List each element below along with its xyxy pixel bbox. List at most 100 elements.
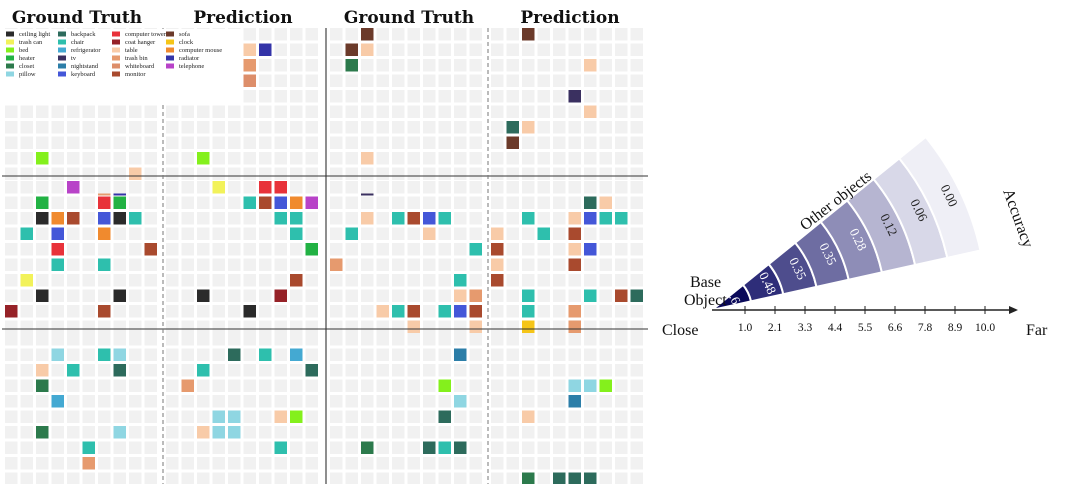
object-cell-backpack (113, 364, 126, 377)
grid-cell (129, 136, 142, 149)
grid-cell (243, 426, 256, 439)
grid-cell (423, 196, 436, 209)
grid-cell (144, 181, 157, 194)
grid-cell (361, 90, 374, 103)
grid-cell (290, 305, 303, 318)
legend-swatch (166, 55, 174, 61)
grid-cell (553, 167, 566, 180)
grid-cell (290, 289, 303, 302)
legend-label: whiteboard (125, 63, 155, 70)
grid-cell (259, 136, 272, 149)
grid-cell (438, 181, 451, 194)
object-cell-backpack (228, 348, 241, 361)
grid-cell (20, 181, 33, 194)
grid-cell (407, 152, 420, 165)
grid-cell (144, 395, 157, 408)
grid-cell (454, 457, 467, 470)
grid-cell (630, 136, 643, 149)
grid-cell (228, 121, 241, 134)
grid-cell (20, 243, 33, 256)
grid-cell (181, 348, 194, 361)
grid-cell (599, 74, 612, 87)
grid-cell (522, 395, 535, 408)
grid-cell (584, 457, 597, 470)
object-cell-monitor (615, 289, 628, 302)
grid-cell (144, 379, 157, 392)
grid-cell (454, 90, 467, 103)
grid-cell (584, 152, 597, 165)
grid-cell (506, 289, 519, 302)
grid-cell (537, 289, 550, 302)
grid-cell (228, 136, 241, 149)
grid-cell (113, 227, 126, 240)
grid-cell (392, 379, 405, 392)
legend-label: trash bin (125, 55, 148, 62)
legend-label: radiator (179, 55, 200, 62)
grid-cell (345, 28, 358, 41)
grid-cell (584, 121, 597, 134)
grid-cell (630, 212, 643, 225)
grid-cell (392, 333, 405, 346)
grid-cell (491, 43, 504, 56)
grid-cell (20, 348, 33, 361)
grid-cell (82, 243, 95, 256)
grid-cell (630, 410, 643, 423)
grid-cell (376, 136, 389, 149)
grid-cell (469, 227, 482, 240)
grid-cell (144, 289, 157, 302)
object-cell-table (454, 289, 467, 302)
grid-cell (129, 274, 142, 287)
legend-swatch (112, 39, 120, 45)
object-cell-chair (98, 348, 111, 361)
grid-cell (228, 243, 241, 256)
grid-cell (454, 333, 467, 346)
grid-cell (392, 258, 405, 271)
grid-cell (491, 410, 504, 423)
grid-cell (423, 426, 436, 439)
object-cell-pillow (212, 410, 225, 423)
grid-cell (67, 227, 80, 240)
grid-cell (20, 410, 33, 423)
grid-cell (20, 196, 33, 209)
grid-cell (615, 379, 628, 392)
object-cell-computer-tower (98, 196, 111, 209)
grid-cell (181, 243, 194, 256)
grid-cell (584, 28, 597, 41)
grid-cell (469, 472, 482, 484)
grid-cell (599, 348, 612, 361)
grid-cell (51, 289, 64, 302)
grid-cell (305, 426, 318, 439)
grid-cell (553, 333, 566, 346)
grid-cell (599, 364, 612, 377)
axis-tick-label: 8.9 (948, 322, 963, 334)
grid-cell (469, 274, 482, 287)
grid-cell (615, 364, 628, 377)
watermark-text: 掘金技术社区 @ 新智元 (803, 443, 1037, 468)
grid-cell (522, 457, 535, 470)
grid-cell (20, 472, 33, 484)
grid-cell (345, 196, 358, 209)
object-cell-trash-can (212, 181, 225, 194)
grid-cell (259, 472, 272, 484)
grid-cell (376, 333, 389, 346)
grid-cell (228, 305, 241, 318)
grid-cell (345, 472, 358, 484)
grid-cell (537, 212, 550, 225)
object-cell-trash-bin (568, 305, 581, 318)
grid-cell (82, 472, 95, 484)
grid-cell (113, 105, 126, 118)
grid-cell (330, 333, 343, 346)
grid-cell (599, 410, 612, 423)
grid-cell (599, 121, 612, 134)
grid-cell (274, 426, 287, 439)
grid-cell (212, 379, 225, 392)
grid-cell (212, 364, 225, 377)
grid-cell (376, 410, 389, 423)
grid-cell (599, 333, 612, 346)
grid-cell (274, 305, 287, 318)
grid-cell (144, 136, 157, 149)
grid-cell (144, 212, 157, 225)
grid-cell (330, 196, 343, 209)
grid-cell (376, 258, 389, 271)
grid-cell (82, 227, 95, 240)
